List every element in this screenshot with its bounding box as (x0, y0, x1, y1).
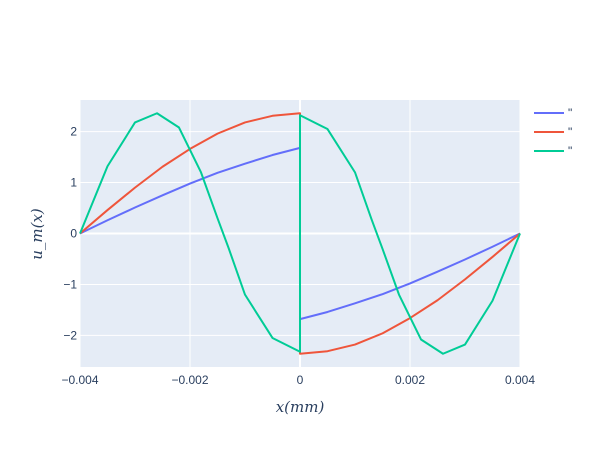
x-tick-label: −0.002 (171, 373, 208, 387)
tick-labels: −0.004 −0.002 0 0.002 0.004 −2 −1 0 1 2 (61, 125, 535, 387)
y-tick-label: −1 (63, 277, 77, 291)
series-line-3 (79, 112, 521, 355)
legend-label: " (568, 106, 572, 120)
y-tick-label: 1 (70, 176, 77, 190)
y-tick-label: −2 (63, 328, 77, 342)
legend-item-1[interactable]: " (534, 106, 572, 120)
series-lines (79, 112, 521, 355)
legend[interactable]: " " " (534, 106, 572, 158)
x-axis-title: x(mm) (276, 398, 325, 416)
x-tick-label: 0 (297, 373, 304, 387)
legend-label: " (568, 125, 572, 139)
y-tick-label: 2 (70, 125, 77, 139)
legend-item-2[interactable]: " (534, 125, 572, 139)
x-tick-label: 0.004 (505, 373, 535, 387)
legend-label: " (568, 144, 572, 158)
x-tick-label: −0.004 (61, 373, 98, 387)
x-tick-label: 0.002 (395, 373, 425, 387)
legend-item-3[interactable]: " (534, 144, 572, 158)
y-tick-label: 0 (70, 227, 77, 241)
y-axis-title: u_m(x) (28, 208, 46, 260)
